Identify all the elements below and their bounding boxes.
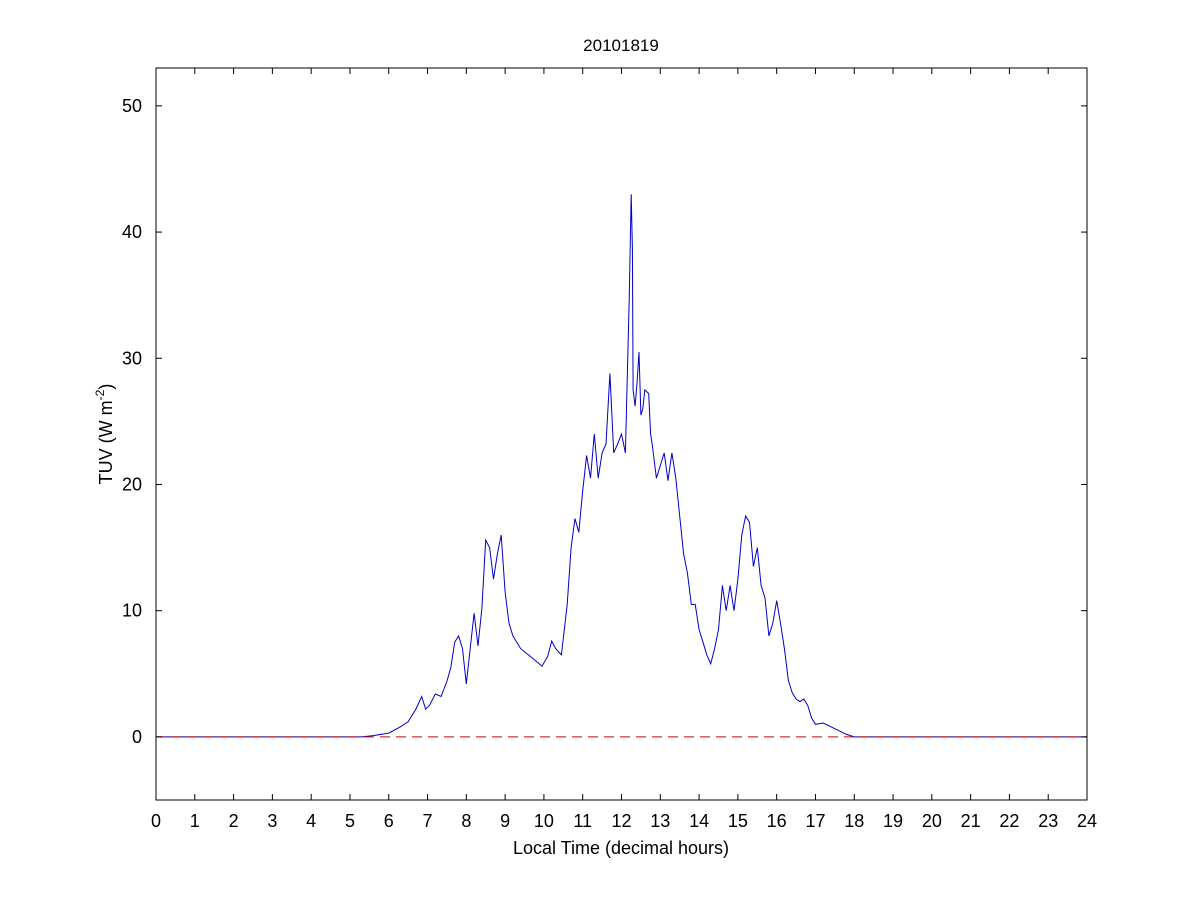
- series-layer: [156, 194, 1087, 738]
- y-tick-label: 30: [122, 348, 142, 368]
- x-tick-label: 5: [345, 811, 355, 831]
- x-tick-label: 20: [922, 811, 942, 831]
- x-tick-label: 4: [306, 811, 316, 831]
- x-tick-label: 9: [500, 811, 510, 831]
- y-axis-label-close: ): [96, 384, 116, 390]
- x-tick-label: 10: [534, 811, 554, 831]
- x-tick-label: 19: [883, 811, 903, 831]
- x-tick-label: 22: [999, 811, 1019, 831]
- x-tick-label: 1: [190, 811, 200, 831]
- x-tick-label: 3: [267, 811, 277, 831]
- x-tick-label: 6: [384, 811, 394, 831]
- y-tick-label: 40: [122, 222, 142, 242]
- x-tick-label: 2: [229, 811, 239, 831]
- x-tick-label: 23: [1038, 811, 1058, 831]
- x-axis-label: Local Time (decimal hours): [513, 838, 729, 858]
- y-tick-label: 20: [122, 474, 142, 494]
- x-tick-label: 13: [650, 811, 670, 831]
- y-axis-label-main: TUV (W m: [96, 400, 116, 484]
- x-axis-ticks: 0 1 2 3 4 5 6 7 8 9 10 11 12 13 14 15 16 17 18 19 20 21 22 23 24: [151, 68, 1097, 831]
- y-axis-label: TUV (W m-2): [93, 384, 116, 485]
- x-tick-label: 21: [961, 811, 981, 831]
- x-tick-label: 17: [805, 811, 825, 831]
- x-tick-label: 0: [151, 811, 161, 831]
- x-tick-label: 16: [767, 811, 787, 831]
- x-tick-label: 8: [461, 811, 471, 831]
- x-tick-label: 15: [728, 811, 748, 831]
- x-tick-label: 14: [689, 811, 709, 831]
- y-tick-label: 0: [132, 727, 142, 747]
- y-axis-ticks: 0 10 20 30 40 50: [122, 96, 1087, 747]
- y-tick-label: 10: [122, 601, 142, 621]
- x-tick-label: 24: [1077, 811, 1097, 831]
- x-tick-label: 12: [611, 811, 631, 831]
- tuv-series-line: [156, 194, 1087, 738]
- x-tick-label: 7: [423, 811, 433, 831]
- chart-title: 20101819: [583, 36, 659, 55]
- x-tick-label: 18: [844, 811, 864, 831]
- y-tick-label: 50: [122, 96, 142, 116]
- y-axis-label-superscript: -2: [93, 389, 107, 400]
- x-tick-label: 11: [573, 811, 592, 831]
